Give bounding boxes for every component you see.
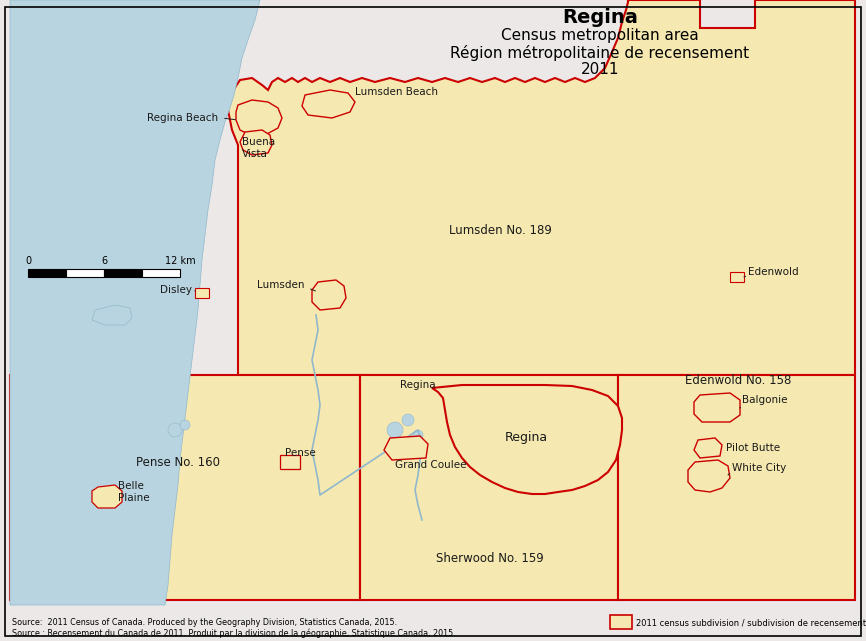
Polygon shape <box>10 0 260 605</box>
Text: Disley: Disley <box>160 285 192 295</box>
Text: Région métropolitaine de recensement: Région métropolitaine de recensement <box>450 45 750 61</box>
Text: Sherwood No. 159: Sherwood No. 159 <box>436 551 544 565</box>
Text: 0: 0 <box>25 256 31 266</box>
Bar <box>610 615 632 629</box>
Text: Balgonie: Balgonie <box>742 395 787 405</box>
Circle shape <box>180 420 190 430</box>
Circle shape <box>413 430 423 440</box>
Text: Regina Beach: Regina Beach <box>147 113 218 123</box>
Text: Regina: Regina <box>400 380 436 390</box>
Polygon shape <box>688 460 730 492</box>
Polygon shape <box>228 0 855 375</box>
Polygon shape <box>694 438 722 458</box>
Text: Belle
Plaine: Belle Plaine <box>118 481 150 503</box>
Text: 12 km: 12 km <box>165 256 196 266</box>
Polygon shape <box>92 305 132 325</box>
Text: Pense: Pense <box>285 448 316 458</box>
Text: Buena
Vista: Buena Vista <box>242 137 275 159</box>
Polygon shape <box>302 90 355 118</box>
Polygon shape <box>240 130 272 155</box>
Text: Grand Coulee: Grand Coulee <box>395 460 467 470</box>
Bar <box>10 375 360 600</box>
Text: 6: 6 <box>101 256 107 266</box>
Polygon shape <box>236 100 282 135</box>
Text: Lumsden: Lumsden <box>257 280 305 290</box>
Text: 2011: 2011 <box>581 62 619 77</box>
Text: Edenwold No. 158: Edenwold No. 158 <box>685 374 792 387</box>
Circle shape <box>402 414 414 426</box>
Text: Regina: Regina <box>562 8 638 27</box>
Text: Lumsden No. 189: Lumsden No. 189 <box>449 224 552 237</box>
Bar <box>730 272 744 282</box>
Text: Pense No. 160: Pense No. 160 <box>136 456 220 469</box>
Text: Source:  2011 Census of Canada. Produced by the Geography Division, Statistics C: Source: 2011 Census of Canada. Produced … <box>12 618 397 627</box>
Text: Edenwold: Edenwold <box>748 267 798 277</box>
Polygon shape <box>384 436 428 460</box>
Bar <box>195 288 209 298</box>
Text: Source : Recensement du Canada de 2011. Produit par la division de la géographie: Source : Recensement du Canada de 2011. … <box>12 628 456 638</box>
Text: Census metropolitan area: Census metropolitan area <box>501 28 699 43</box>
Circle shape <box>168 423 182 437</box>
Text: Pilot Butte: Pilot Butte <box>726 443 780 453</box>
Bar <box>66 269 104 277</box>
Bar <box>142 269 180 277</box>
Circle shape <box>387 422 403 438</box>
Bar <box>280 455 300 469</box>
Bar <box>360 375 618 600</box>
Bar <box>28 269 66 277</box>
Polygon shape <box>432 385 622 494</box>
Polygon shape <box>312 280 346 310</box>
Text: Lumsden Beach: Lumsden Beach <box>355 87 438 97</box>
Bar <box>104 269 142 277</box>
Bar <box>618 375 855 600</box>
Text: White City: White City <box>732 463 786 473</box>
Polygon shape <box>92 485 122 508</box>
Text: Regina: Regina <box>505 431 548 444</box>
Text: 2011 census subdivision / subdivision de recensement: 2011 census subdivision / subdivision de… <box>636 619 866 628</box>
Polygon shape <box>694 393 740 422</box>
